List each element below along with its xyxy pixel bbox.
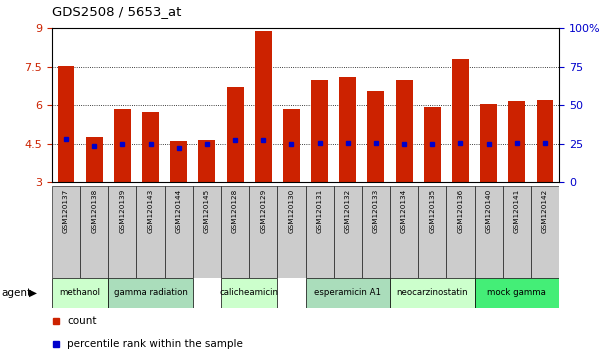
Bar [114,109,131,182]
Bar [221,278,277,308]
Bar [108,278,193,308]
Bar [480,104,497,182]
Text: GSM120137: GSM120137 [63,189,69,233]
Bar [227,87,244,182]
Text: agent: agent [2,288,32,298]
Text: GSM120132: GSM120132 [345,189,351,233]
Bar [390,186,418,278]
Bar [283,109,300,182]
Text: GSM120140: GSM120140 [486,189,492,233]
Bar [362,186,390,278]
Bar [531,186,559,278]
Text: GSM120128: GSM120128 [232,189,238,233]
Bar [277,186,306,278]
Text: count: count [67,316,97,326]
Text: methanol: methanol [60,289,101,297]
Text: GSM120144: GSM120144 [176,189,181,233]
Bar [536,100,554,182]
Text: esperamicin A1: esperamicin A1 [314,289,381,297]
Bar [306,186,334,278]
Text: GSM120141: GSM120141 [514,189,520,233]
Bar [475,186,503,278]
Bar [52,278,108,308]
Text: mock gamma: mock gamma [488,289,546,297]
Bar [249,186,277,278]
Text: GSM120139: GSM120139 [119,189,125,233]
Bar [339,77,356,182]
Bar [52,186,80,278]
Text: GSM120130: GSM120130 [288,189,295,233]
Text: GSM120136: GSM120136 [458,189,464,233]
Text: GDS2508 / 5653_at: GDS2508 / 5653_at [52,5,181,18]
Text: neocarzinostatin: neocarzinostatin [397,289,468,297]
Bar [390,278,475,308]
Bar [447,186,475,278]
Bar [475,278,559,308]
Bar [164,186,193,278]
Text: GSM120131: GSM120131 [316,189,323,233]
Text: GSM120138: GSM120138 [91,189,97,233]
Bar [367,91,384,182]
Bar [221,186,249,278]
Bar [136,186,164,278]
Text: gamma radiation: gamma radiation [114,289,188,297]
Bar [193,186,221,278]
Bar [503,186,531,278]
Text: GSM120145: GSM120145 [204,189,210,233]
Text: GSM120143: GSM120143 [147,189,153,233]
Bar [311,80,328,182]
Bar [199,140,215,182]
Bar [396,80,412,182]
Text: GSM120142: GSM120142 [542,189,548,233]
Bar [255,31,272,182]
Bar [508,102,525,182]
Bar [452,59,469,182]
Bar [142,112,159,182]
Bar [424,107,441,182]
Bar [418,186,447,278]
Text: GSM120134: GSM120134 [401,189,407,233]
Text: ▶: ▶ [29,288,37,298]
Bar [334,186,362,278]
Bar [57,65,75,182]
Bar [170,141,187,182]
Bar [108,186,136,278]
Text: GSM120135: GSM120135 [430,189,435,233]
Text: GSM120133: GSM120133 [373,189,379,233]
Bar [306,278,390,308]
Bar [80,186,108,278]
Text: percentile rank within the sample: percentile rank within the sample [67,339,243,349]
Text: calicheamicin: calicheamicin [219,289,279,297]
Text: GSM120129: GSM120129 [260,189,266,233]
Bar [86,137,103,182]
